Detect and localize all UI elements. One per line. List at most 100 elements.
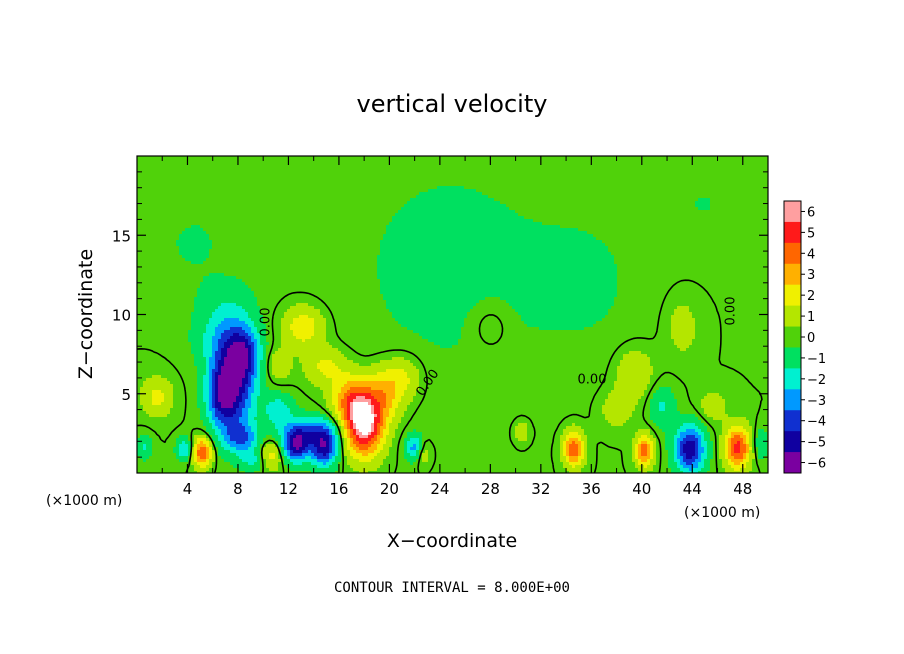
field-cell <box>653 435 666 439</box>
x-axis-label: X−coordinate <box>387 530 517 552</box>
field-cell <box>179 246 213 250</box>
field-cell <box>302 438 321 442</box>
field-cell <box>683 444 696 448</box>
field-cell <box>266 327 282 331</box>
colorbar-swatch <box>784 201 801 223</box>
field-cell <box>377 261 615 265</box>
field-cell <box>296 303 309 307</box>
field-cell <box>617 378 651 382</box>
field-cell <box>266 366 273 370</box>
field-cell <box>251 345 255 349</box>
field-cell <box>320 309 390 313</box>
field-cell <box>707 393 720 397</box>
field-cell <box>650 378 768 382</box>
field-cell <box>215 429 222 433</box>
field-cell <box>389 426 399 430</box>
field-cell <box>368 435 375 439</box>
field-cell <box>248 378 252 382</box>
field-cell <box>197 456 201 460</box>
field-cell <box>197 459 207 463</box>
field-cell <box>266 381 312 385</box>
field-cell <box>641 351 768 355</box>
field-cell <box>290 435 297 439</box>
field-cell <box>281 321 294 325</box>
field-cell <box>560 447 564 451</box>
field-cell <box>263 357 267 361</box>
field-cell <box>614 303 768 307</box>
field-cell <box>404 204 507 208</box>
field-cell <box>254 324 267 328</box>
field-cell <box>746 444 750 448</box>
field-cell <box>197 402 207 406</box>
field-cell <box>137 174 768 178</box>
field-cell <box>335 432 339 436</box>
field-cell <box>392 438 405 442</box>
field-cell <box>698 462 705 466</box>
field-cell <box>137 291 198 295</box>
colorbar-label: 1 <box>807 310 815 325</box>
field-cell <box>380 426 387 430</box>
field-cell <box>329 435 333 439</box>
field-cell <box>674 450 678 454</box>
field-cell <box>719 444 726 448</box>
field-cell <box>212 450 216 454</box>
field-cell <box>266 459 282 463</box>
field-cell <box>209 441 213 445</box>
field-cell <box>734 435 741 439</box>
field-cell <box>470 309 516 313</box>
field-cell <box>284 315 300 319</box>
field-cell <box>239 402 246 406</box>
field-cell <box>137 447 144 451</box>
field-cell <box>377 399 387 403</box>
field-cell <box>428 456 561 460</box>
field-cell <box>707 450 714 454</box>
field-cell <box>683 456 687 460</box>
field-cell <box>350 402 354 406</box>
field-cell <box>404 357 624 361</box>
field-cell <box>341 432 345 436</box>
field-cell <box>212 405 216 409</box>
field-cell <box>581 471 642 473</box>
field-cell <box>191 321 210 325</box>
field-cell <box>569 453 579 457</box>
field-cell <box>188 336 204 340</box>
field-cell <box>332 444 336 448</box>
field-cell <box>221 405 234 409</box>
field-cell <box>641 435 648 439</box>
field-cell <box>284 447 288 451</box>
field-cell <box>692 339 768 343</box>
field-cell <box>398 210 516 214</box>
field-cell <box>569 450 579 454</box>
field-cell <box>635 450 639 454</box>
field-cell <box>506 204 696 208</box>
field-cell <box>137 387 141 391</box>
field-cell <box>137 390 141 394</box>
field-cell <box>353 447 360 451</box>
field-cell <box>194 435 207 439</box>
field-cell <box>428 459 561 463</box>
field-cell <box>755 453 759 457</box>
field-cell <box>332 381 348 385</box>
field-cell <box>578 450 582 454</box>
field-cell <box>191 345 204 349</box>
field-cell <box>308 450 312 454</box>
field-cell <box>290 429 297 433</box>
field-cell <box>656 390 672 394</box>
field-cell <box>419 378 618 382</box>
field-cell <box>257 330 267 334</box>
field-cell <box>287 447 291 451</box>
field-cell <box>206 471 246 473</box>
field-cell <box>344 447 348 451</box>
field-cell <box>257 441 264 445</box>
field-cell <box>212 342 219 346</box>
field-cell <box>311 471 336 473</box>
field-cell <box>221 369 246 373</box>
field-cell <box>137 243 177 247</box>
field-cell <box>206 450 210 454</box>
field-cell <box>695 204 711 208</box>
field-cell <box>140 396 153 400</box>
field-cell <box>419 192 483 196</box>
field-cell <box>359 459 372 463</box>
field-cell <box>749 438 753 442</box>
field-cell <box>203 396 210 400</box>
